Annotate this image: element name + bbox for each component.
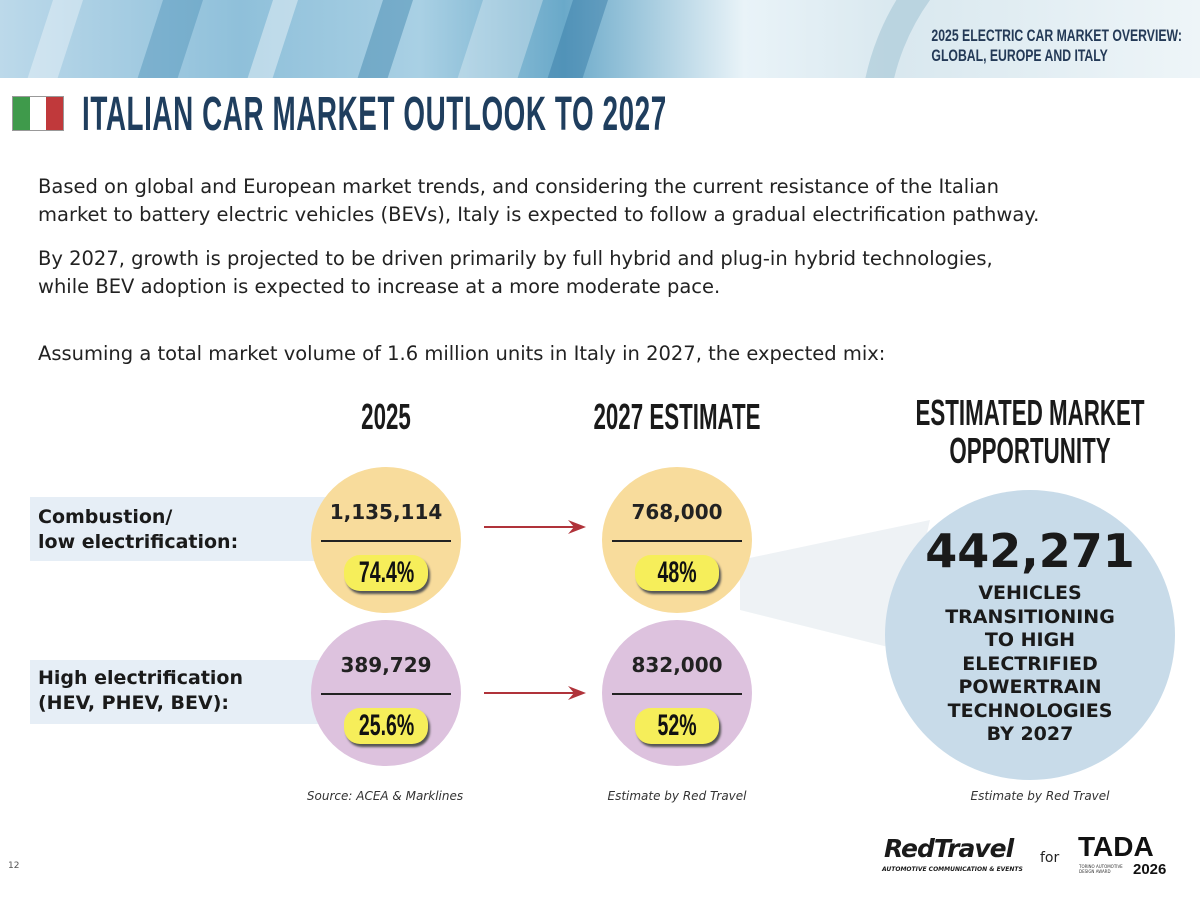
for-label: for <box>1040 850 1060 866</box>
page-title: ITALIAN CAR MARKET OUTLOOK TO 2027 <box>82 88 667 141</box>
column-header-opportunity: ESTIMATED MARKET OPPORTUNITY <box>915 392 1145 471</box>
opportunity-description: VEHICLES TRANSITIONING TO HIGH ELECTRIFI… <box>945 582 1115 745</box>
arrow-right-icon <box>484 520 586 534</box>
column-header-2027: 2027 ESTIMATE <box>593 396 761 437</box>
percent-badge: 74.4% <box>344 555 428 591</box>
percent-badge: 25.6% <box>344 708 428 744</box>
tada-year: 2026 <box>1133 861 1167 878</box>
redtravel-tagline: AUTOMOTIVE COMMUNICATION & EVENTS <box>882 866 1023 873</box>
row-band-electrified <box>30 660 330 724</box>
tada-logo: TADA <box>1078 831 1154 862</box>
circle-electrified-2025: 389,729 25.6% <box>311 620 461 766</box>
intro-paragraph-2: By 2027, growth is projected to be drive… <box>38 247 993 298</box>
opportunity-circle: 442,271 VEHICLES TRANSITIONING TO HIGH E… <box>885 490 1175 780</box>
intro-paragraph-3: Assuming a total market volume of 1.6 mi… <box>38 342 886 365</box>
intro-paragraph-1: Based on global and European market tren… <box>38 175 1040 226</box>
row-band-combustion <box>30 497 330 561</box>
column-header-2025: 2025 <box>361 396 411 437</box>
deck-subtitle: 2025 ELECTRIC CAR MARKET OVERVIEW: GLOBA… <box>931 26 1182 65</box>
circle-combustion-2027: 768,000 48% <box>602 467 752 613</box>
italy-flag-icon <box>12 96 64 131</box>
arrow-right-icon <box>484 686 586 700</box>
circle-electrified-2027: 832,000 52% <box>602 620 752 766</box>
circle-combustion-2025: 1,135,114 74.4% <box>311 467 461 613</box>
row-label-combustion: Combustion/ low electrification: <box>38 506 239 553</box>
source-2027: Estimate by Red Travel <box>607 789 747 803</box>
opportunity-value: 442,271 <box>925 524 1135 578</box>
header-banner: 2025 ELECTRIC CAR MARKET OVERVIEW: GLOBA… <box>0 0 1200 78</box>
redtravel-logo: RedTravel <box>884 834 1014 863</box>
percent-badge: 48% <box>635 555 719 591</box>
percent-badge: 52% <box>635 708 719 744</box>
source-2025: Source: ACEA & Marklines <box>306 789 464 803</box>
page-number: 12 <box>8 861 20 871</box>
source-opportunity: Estimate by Red Travel <box>970 789 1110 803</box>
tada-tagline: TORINO AUTOMOTIVE DESIGN AWARD <box>1079 864 1123 874</box>
row-label-electrified: High electrification (HEV, PHEV, BEV): <box>38 667 244 714</box>
